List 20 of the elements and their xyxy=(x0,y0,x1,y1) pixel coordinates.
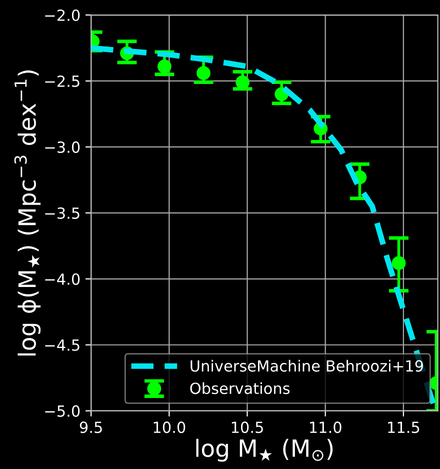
y-tick-label: −2.0 xyxy=(45,9,80,22)
x-tick-label: 10.5 xyxy=(232,422,263,434)
x-tick-label: 11.0 xyxy=(310,422,342,434)
point xyxy=(392,256,406,270)
legend-label: Observations xyxy=(190,382,290,394)
point xyxy=(158,60,172,74)
y-tick-label: −3.5 xyxy=(45,207,80,219)
y-axis-title: log ϕ(M$_{★}$) (Mpc$^{−3}$ dex$^{−1}$) xyxy=(14,70,41,356)
y-tick-label: −3.0 xyxy=(45,141,80,153)
y-tick-label: −4.5 xyxy=(45,340,80,351)
x-tick-label: 9.5 xyxy=(80,422,102,434)
x-tick-label: 10.0 xyxy=(154,422,186,434)
y-tick-label: −2.5 xyxy=(45,75,80,87)
point xyxy=(236,75,250,90)
point xyxy=(196,66,210,80)
y-tick-label: −4.0 xyxy=(45,273,80,285)
x-axis-title: log M$_{★}$ (M$_{⊙}$) xyxy=(196,438,333,462)
legend-label: UniverseMachine Behroozi+19 xyxy=(190,360,423,372)
x-tick-label: 11.5 xyxy=(388,422,420,434)
y-tick-label: −5.0 xyxy=(45,405,80,417)
